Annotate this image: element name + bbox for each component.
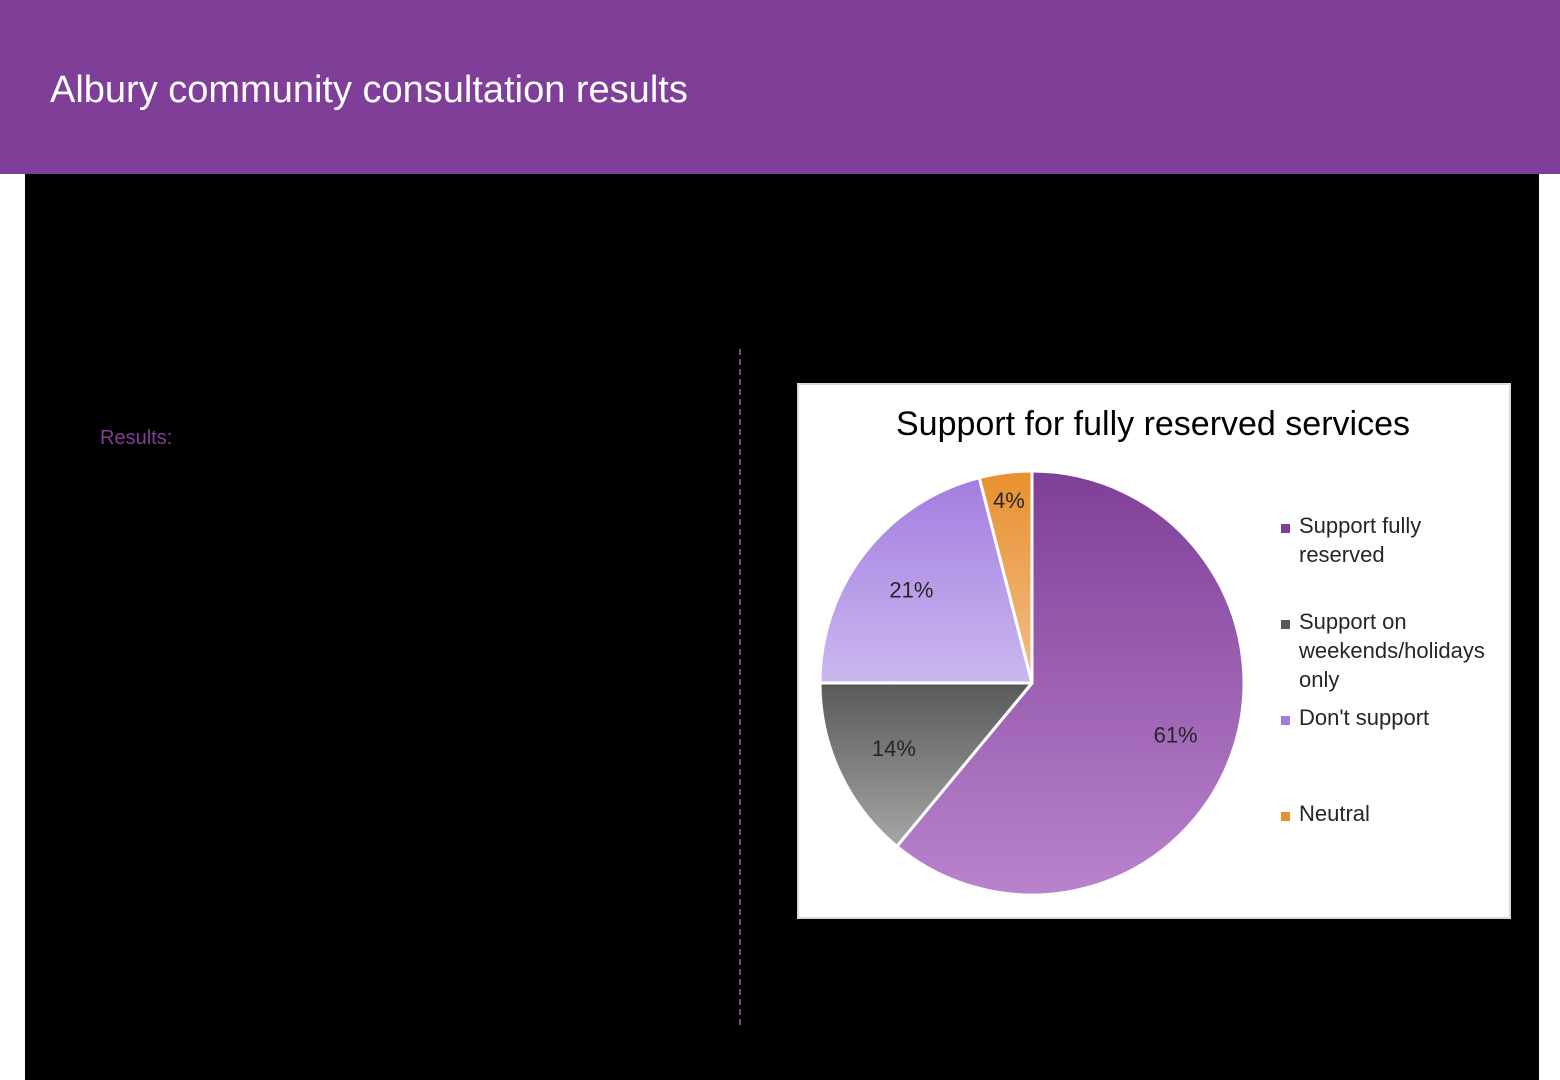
pie-slice-3 (977, 469, 1034, 685)
content-area: Results: Support for fully reserved serv… (25, 174, 1539, 1080)
chart-container: Support for fully reserved services 61% 1… (797, 383, 1511, 919)
section-divider (739, 349, 741, 1025)
pie-data-label-0: 61% (1154, 723, 1198, 748)
legend-label-1: Support on weekends/holidays only (1298, 609, 1485, 692)
legend-swatch-3 (1281, 812, 1290, 821)
pie-data-labels: 61% 14% 21% 4% (872, 488, 1198, 761)
chart-title: Support for fully reserved services (896, 405, 1410, 443)
legend-entry-0: Support fully reserved (1281, 513, 1421, 567)
header-bar: Albury community consultation results (0, 0, 1560, 174)
pie-slice-2 (818, 476, 1034, 685)
legend-entry-3: Neutral (1281, 801, 1370, 826)
legend-entry-2: Don't support (1281, 705, 1429, 730)
page-title: Albury community consultation results (50, 69, 688, 111)
pie-slice-1 (818, 681, 1034, 848)
results-label: Results: (100, 427, 173, 449)
pie-slices (818, 469, 1246, 897)
legend-label-0: Support fully reserved (1299, 513, 1421, 567)
pie-data-label-3: 4% (993, 488, 1025, 513)
legend-entry-1: Support on weekends/holidays only (1281, 609, 1485, 692)
legend-swatch-2 (1281, 716, 1290, 725)
legend-label-3: Neutral (1299, 801, 1370, 826)
legend-swatch-1 (1281, 620, 1290, 629)
pie-chart: Support for fully reserved services 61% 1… (818, 405, 1485, 897)
legend-swatch-0 (1281, 524, 1290, 533)
pie-data-label-1: 14% (872, 736, 916, 761)
pie-slice-0 (895, 469, 1246, 897)
pie-data-label-2: 21% (889, 577, 933, 602)
legend-label-2: Don't support (1299, 705, 1429, 730)
chart-legend: Support fully reserved Support on weekends/… (1281, 513, 1485, 826)
